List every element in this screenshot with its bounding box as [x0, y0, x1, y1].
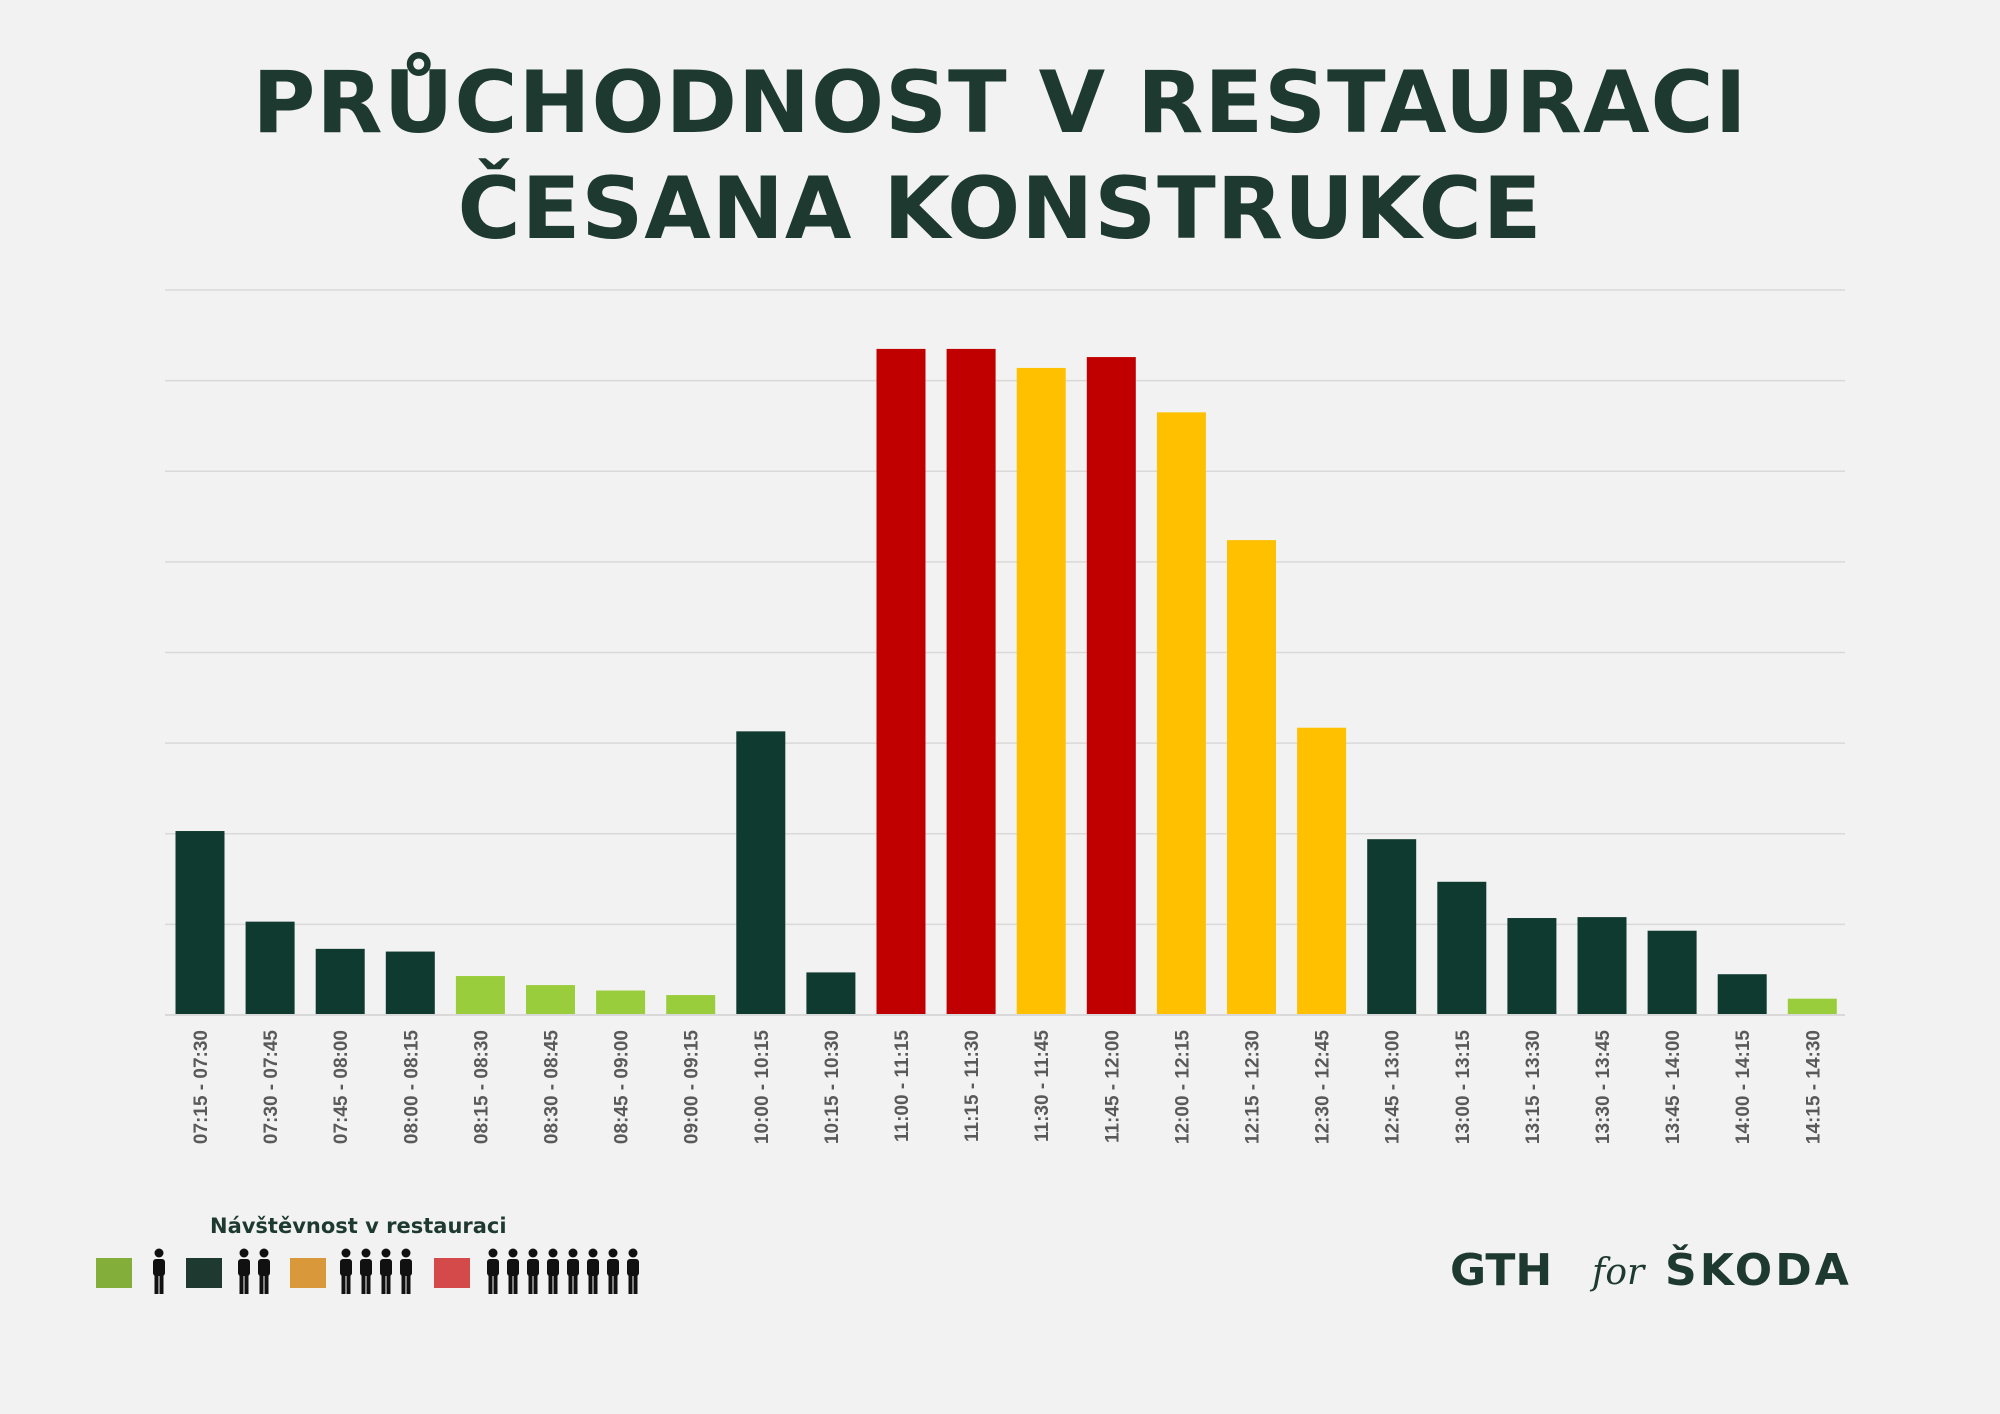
- x-tick-label: 12:45 - 13:00: [1383, 1030, 1404, 1144]
- x-tick-label: 08:00 - 08:15: [401, 1030, 422, 1145]
- x-tick-label: 12:30 - 12:45: [1313, 1030, 1334, 1145]
- bar: [455, 976, 505, 1015]
- chart-title-line-2: ČESANA KONSTRUKCE: [457, 159, 1543, 259]
- person-icon: [487, 1248, 499, 1294]
- person-icon: [360, 1248, 372, 1294]
- x-tick-label: 08:45 - 09:00: [612, 1030, 633, 1144]
- legend-swatch: [186, 1258, 222, 1288]
- x-tick-label: 13:45 - 14:00: [1663, 1030, 1684, 1144]
- bar: [596, 990, 646, 1015]
- gth-logo: GTH: [1450, 1245, 1553, 1296]
- bar: [1227, 540, 1276, 1015]
- person-icon-group: [238, 1248, 270, 1294]
- bar: [1156, 412, 1206, 1015]
- bar: [876, 348, 926, 1015]
- legend-swatch: [434, 1258, 470, 1288]
- person-icon: [380, 1248, 392, 1294]
- bar: [245, 921, 295, 1015]
- bar: [1507, 918, 1557, 1015]
- person-icon: [340, 1248, 352, 1294]
- person-icon: [527, 1248, 539, 1294]
- legend-swatch: [290, 1258, 326, 1288]
- x-tick-label: 07:45 - 08:00: [331, 1030, 352, 1144]
- person-icon: [607, 1248, 619, 1294]
- x-tick-label: 08:30 - 08:45: [542, 1030, 563, 1145]
- person-icon-group: [340, 1248, 412, 1294]
- x-tick-labels: 07:15 - 07:30 07:30 - 07:45 07:45 - 08:00 0…: [191, 1030, 1824, 1145]
- chart-title-line-1: PRŮCHODNOST V RESTAURACI: [252, 53, 1748, 153]
- person-icon: [507, 1248, 519, 1294]
- person-icon: [587, 1248, 599, 1294]
- x-tick-label: 13:15 - 13:30: [1523, 1030, 1544, 1144]
- person-icon: [400, 1248, 412, 1294]
- bar: [385, 951, 435, 1015]
- bar: [1297, 727, 1347, 1015]
- person-icon: [258, 1248, 270, 1294]
- x-tick-label: 07:30 - 07:45: [261, 1030, 282, 1145]
- bar: [1647, 930, 1697, 1015]
- x-tick-label: 12:00 - 12:15: [1172, 1030, 1193, 1145]
- bar: [806, 972, 856, 1015]
- x-tick-label: 10:00 - 10:15: [752, 1030, 773, 1145]
- bar: [175, 831, 225, 1015]
- skoda-logo: ŠKODA: [1665, 1245, 1852, 1296]
- person-icon: [238, 1248, 250, 1294]
- gridlines: [165, 289, 1845, 926]
- person-icon: [153, 1248, 165, 1294]
- bar: [315, 948, 365, 1015]
- bars: [175, 348, 1837, 1015]
- bar: [666, 995, 716, 1015]
- x-tick-label: 07:15 - 07:30: [191, 1030, 212, 1144]
- x-tick-label: 11:30 - 11:45: [1032, 1030, 1053, 1142]
- bar: [1787, 998, 1837, 1015]
- chart-title: PRŮCHODNOST V RESTAURACI ČESANA KONSTRUK…: [0, 50, 2000, 262]
- legend-title: Návštěvnost v restauraci: [210, 1214, 507, 1238]
- x-tick-label: 10:15 - 10:30: [822, 1030, 843, 1144]
- bar: [736, 731, 786, 1015]
- legend-swatch: [96, 1258, 132, 1288]
- x-tick-label: 09:00 - 09:15: [682, 1030, 703, 1145]
- bar: [1367, 839, 1417, 1015]
- bar: [946, 348, 996, 1015]
- person-icon-group: [487, 1248, 639, 1294]
- person-icon: [547, 1248, 559, 1294]
- x-tick-label: 14:00 - 14:15: [1733, 1030, 1754, 1145]
- bar: [1016, 367, 1066, 1015]
- person-icon-group: [153, 1248, 165, 1294]
- person-icon: [567, 1248, 579, 1294]
- bar: [1717, 974, 1767, 1015]
- bar: [1577, 917, 1627, 1015]
- x-tick-label: 11:15 - 11:30: [962, 1030, 983, 1142]
- bar: [1086, 357, 1136, 1015]
- bar: [526, 985, 575, 1015]
- x-tick-label: 08:15 - 08:30: [471, 1030, 492, 1144]
- x-tick-label: 11:00 - 11:15: [892, 1030, 913, 1142]
- x-tick-label: 13:30 - 13:45: [1593, 1030, 1614, 1145]
- x-tick-label: 12:15 - 12:30: [1243, 1030, 1264, 1144]
- x-tick-label: 11:45 - 12:00: [1102, 1030, 1123, 1143]
- x-tick-label: 13:00 - 13:15: [1453, 1030, 1474, 1145]
- brand-for-text: for: [1592, 1252, 1645, 1293]
- person-icon: [627, 1248, 639, 1294]
- x-tick-label: 14:15 - 14:30: [1803, 1030, 1824, 1144]
- bar: [1437, 881, 1487, 1015]
